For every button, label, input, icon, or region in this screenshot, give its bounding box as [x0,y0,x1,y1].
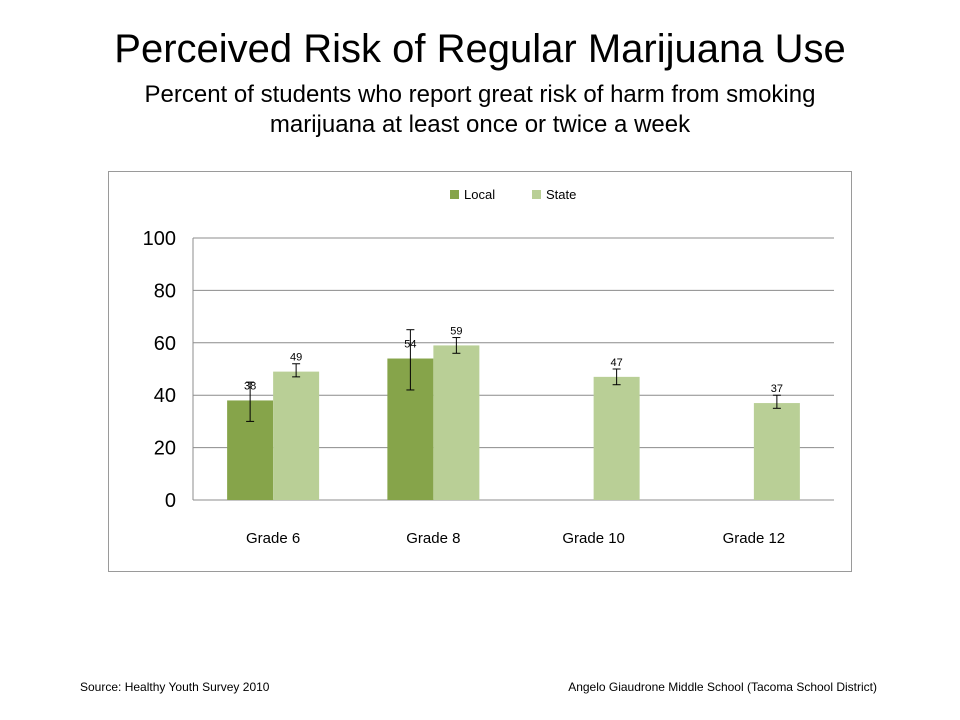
school-note: Angelo Giaudrone Middle School (Tacoma S… [568,680,877,694]
y-tick-label: 80 [154,280,176,302]
x-tick-label: Grade 12 [723,530,786,547]
legend-swatch-local [450,190,459,199]
y-tick-label: 40 [154,385,176,407]
bar-state [593,376,640,500]
x-tick-label: Grade 8 [406,530,460,547]
y-tick-label: 60 [154,333,176,355]
data-label: 38 [244,380,256,392]
data-label: 49 [290,352,302,364]
page-title: Perceived Risk of Regular Marijuana Use [114,27,846,71]
y-tick-label: 100 [143,228,176,250]
data-label: 54 [404,339,416,351]
source-note: Source: Healthy Youth Survey 2010 [80,680,270,694]
page-subtitle: Percent of students who report great ris… [144,81,816,138]
bar-state [273,371,320,500]
x-tick-label: Grade 10 [562,530,625,547]
x-tick-label: Grade 6 [246,530,300,547]
y-tick-label: 0 [165,490,176,512]
data-label: 47 [611,357,623,369]
legend-label-local: Local [464,187,495,202]
bar-state [753,403,800,500]
legend-swatch-state [532,190,541,199]
y-tick-label: 20 [154,438,176,460]
data-label: 37 [771,383,783,395]
legend-label-state: State [546,187,576,202]
bar-state [433,345,480,500]
data-label: 59 [450,325,462,337]
